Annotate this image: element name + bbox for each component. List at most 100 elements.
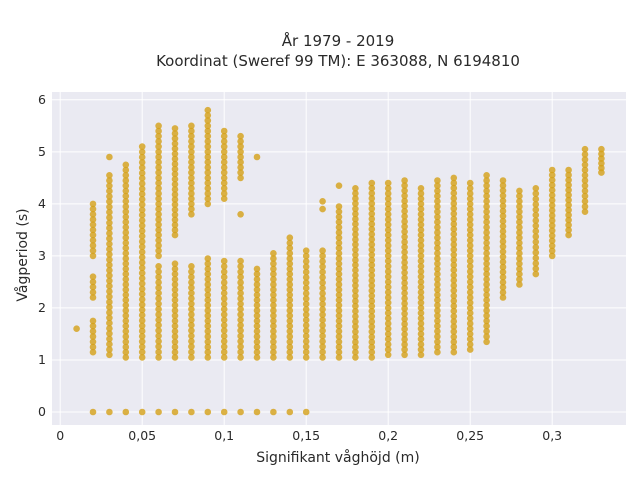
data-point bbox=[138, 275, 146, 282]
data-point bbox=[565, 166, 572, 174]
data-point bbox=[204, 143, 212, 150]
data-point bbox=[483, 270, 490, 278]
data-point bbox=[188, 185, 195, 192]
data-point bbox=[352, 282, 359, 289]
data-point bbox=[138, 290, 146, 298]
data-point bbox=[368, 277, 376, 284]
data-point bbox=[188, 408, 195, 416]
data-point bbox=[483, 229, 490, 236]
data-point bbox=[450, 179, 458, 187]
data-point bbox=[89, 338, 97, 346]
data-point bbox=[171, 270, 179, 278]
data-point bbox=[548, 252, 556, 260]
data-point bbox=[171, 206, 179, 213]
data-point bbox=[122, 348, 130, 356]
data-point bbox=[155, 311, 162, 318]
data-point bbox=[220, 164, 228, 171]
data-point bbox=[106, 261, 113, 269]
data-point bbox=[138, 153, 146, 161]
data-point bbox=[483, 224, 490, 231]
data-point bbox=[171, 291, 179, 299]
data-point bbox=[237, 322, 244, 329]
data-point bbox=[319, 247, 326, 254]
x-tick-label: 0,15 bbox=[292, 428, 320, 443]
data-point bbox=[270, 312, 277, 320]
data-point bbox=[532, 206, 540, 213]
data-point bbox=[532, 260, 540, 267]
data-point bbox=[352, 277, 359, 284]
data-point bbox=[565, 206, 572, 214]
data-point bbox=[368, 354, 376, 361]
data-point bbox=[122, 182, 130, 189]
y-tick-label: 3 bbox=[38, 248, 46, 263]
data-point bbox=[335, 343, 343, 351]
data-point bbox=[171, 338, 179, 346]
data-point bbox=[548, 176, 556, 184]
data-point bbox=[319, 284, 326, 292]
data-point bbox=[565, 181, 572, 189]
data-point bbox=[204, 112, 212, 119]
data-point bbox=[204, 138, 212, 145]
data-point bbox=[417, 294, 425, 301]
data-point bbox=[483, 260, 490, 268]
data-point bbox=[401, 315, 408, 323]
data-point bbox=[384, 278, 392, 286]
data-point bbox=[401, 192, 408, 200]
data-point bbox=[171, 302, 179, 309]
data-point bbox=[466, 320, 474, 327]
data-point bbox=[417, 304, 425, 312]
data-point bbox=[466, 268, 474, 275]
data-point bbox=[401, 248, 408, 256]
data-point bbox=[138, 238, 146, 245]
data-point bbox=[565, 216, 572, 224]
data-point bbox=[155, 305, 162, 313]
data-point bbox=[253, 286, 261, 294]
data-point bbox=[434, 338, 441, 346]
data-point bbox=[352, 328, 359, 336]
data-point bbox=[155, 332, 162, 340]
data-point bbox=[434, 198, 441, 205]
data-point bbox=[155, 242, 162, 249]
data-point bbox=[532, 238, 540, 246]
data-point bbox=[89, 247, 97, 254]
data-point bbox=[352, 297, 359, 305]
data-point bbox=[220, 338, 228, 345]
data-point bbox=[253, 296, 261, 304]
data-point bbox=[516, 203, 523, 210]
data-point bbox=[302, 408, 310, 416]
data-point bbox=[466, 242, 474, 249]
data-point bbox=[401, 259, 408, 266]
data-point bbox=[106, 208, 113, 216]
data-point bbox=[302, 295, 310, 303]
data-point bbox=[204, 153, 212, 161]
y-tick-label: 5 bbox=[38, 144, 46, 159]
data-point bbox=[516, 224, 523, 231]
data-point bbox=[335, 182, 343, 189]
data-point bbox=[450, 343, 458, 351]
data-point bbox=[106, 282, 113, 290]
data-point bbox=[352, 348, 359, 356]
data-point bbox=[450, 205, 458, 212]
data-point bbox=[499, 243, 507, 250]
data-point bbox=[138, 311, 146, 319]
data-point bbox=[204, 291, 212, 299]
data-point bbox=[89, 205, 97, 213]
data-point bbox=[220, 174, 228, 182]
data-point bbox=[171, 281, 179, 288]
data-point bbox=[499, 223, 507, 230]
data-point bbox=[122, 239, 130, 247]
data-point bbox=[483, 291, 490, 299]
data-point bbox=[401, 197, 408, 205]
data-point bbox=[450, 251, 458, 259]
data-point bbox=[319, 300, 326, 308]
data-point bbox=[253, 265, 261, 273]
data-point bbox=[286, 296, 294, 304]
data-point bbox=[204, 276, 212, 283]
data-point bbox=[220, 148, 228, 156]
data-point bbox=[138, 343, 146, 351]
data-point bbox=[106, 325, 113, 332]
data-point bbox=[368, 292, 376, 300]
data-point bbox=[122, 187, 130, 195]
data-point bbox=[155, 237, 162, 244]
data-point bbox=[122, 260, 130, 268]
